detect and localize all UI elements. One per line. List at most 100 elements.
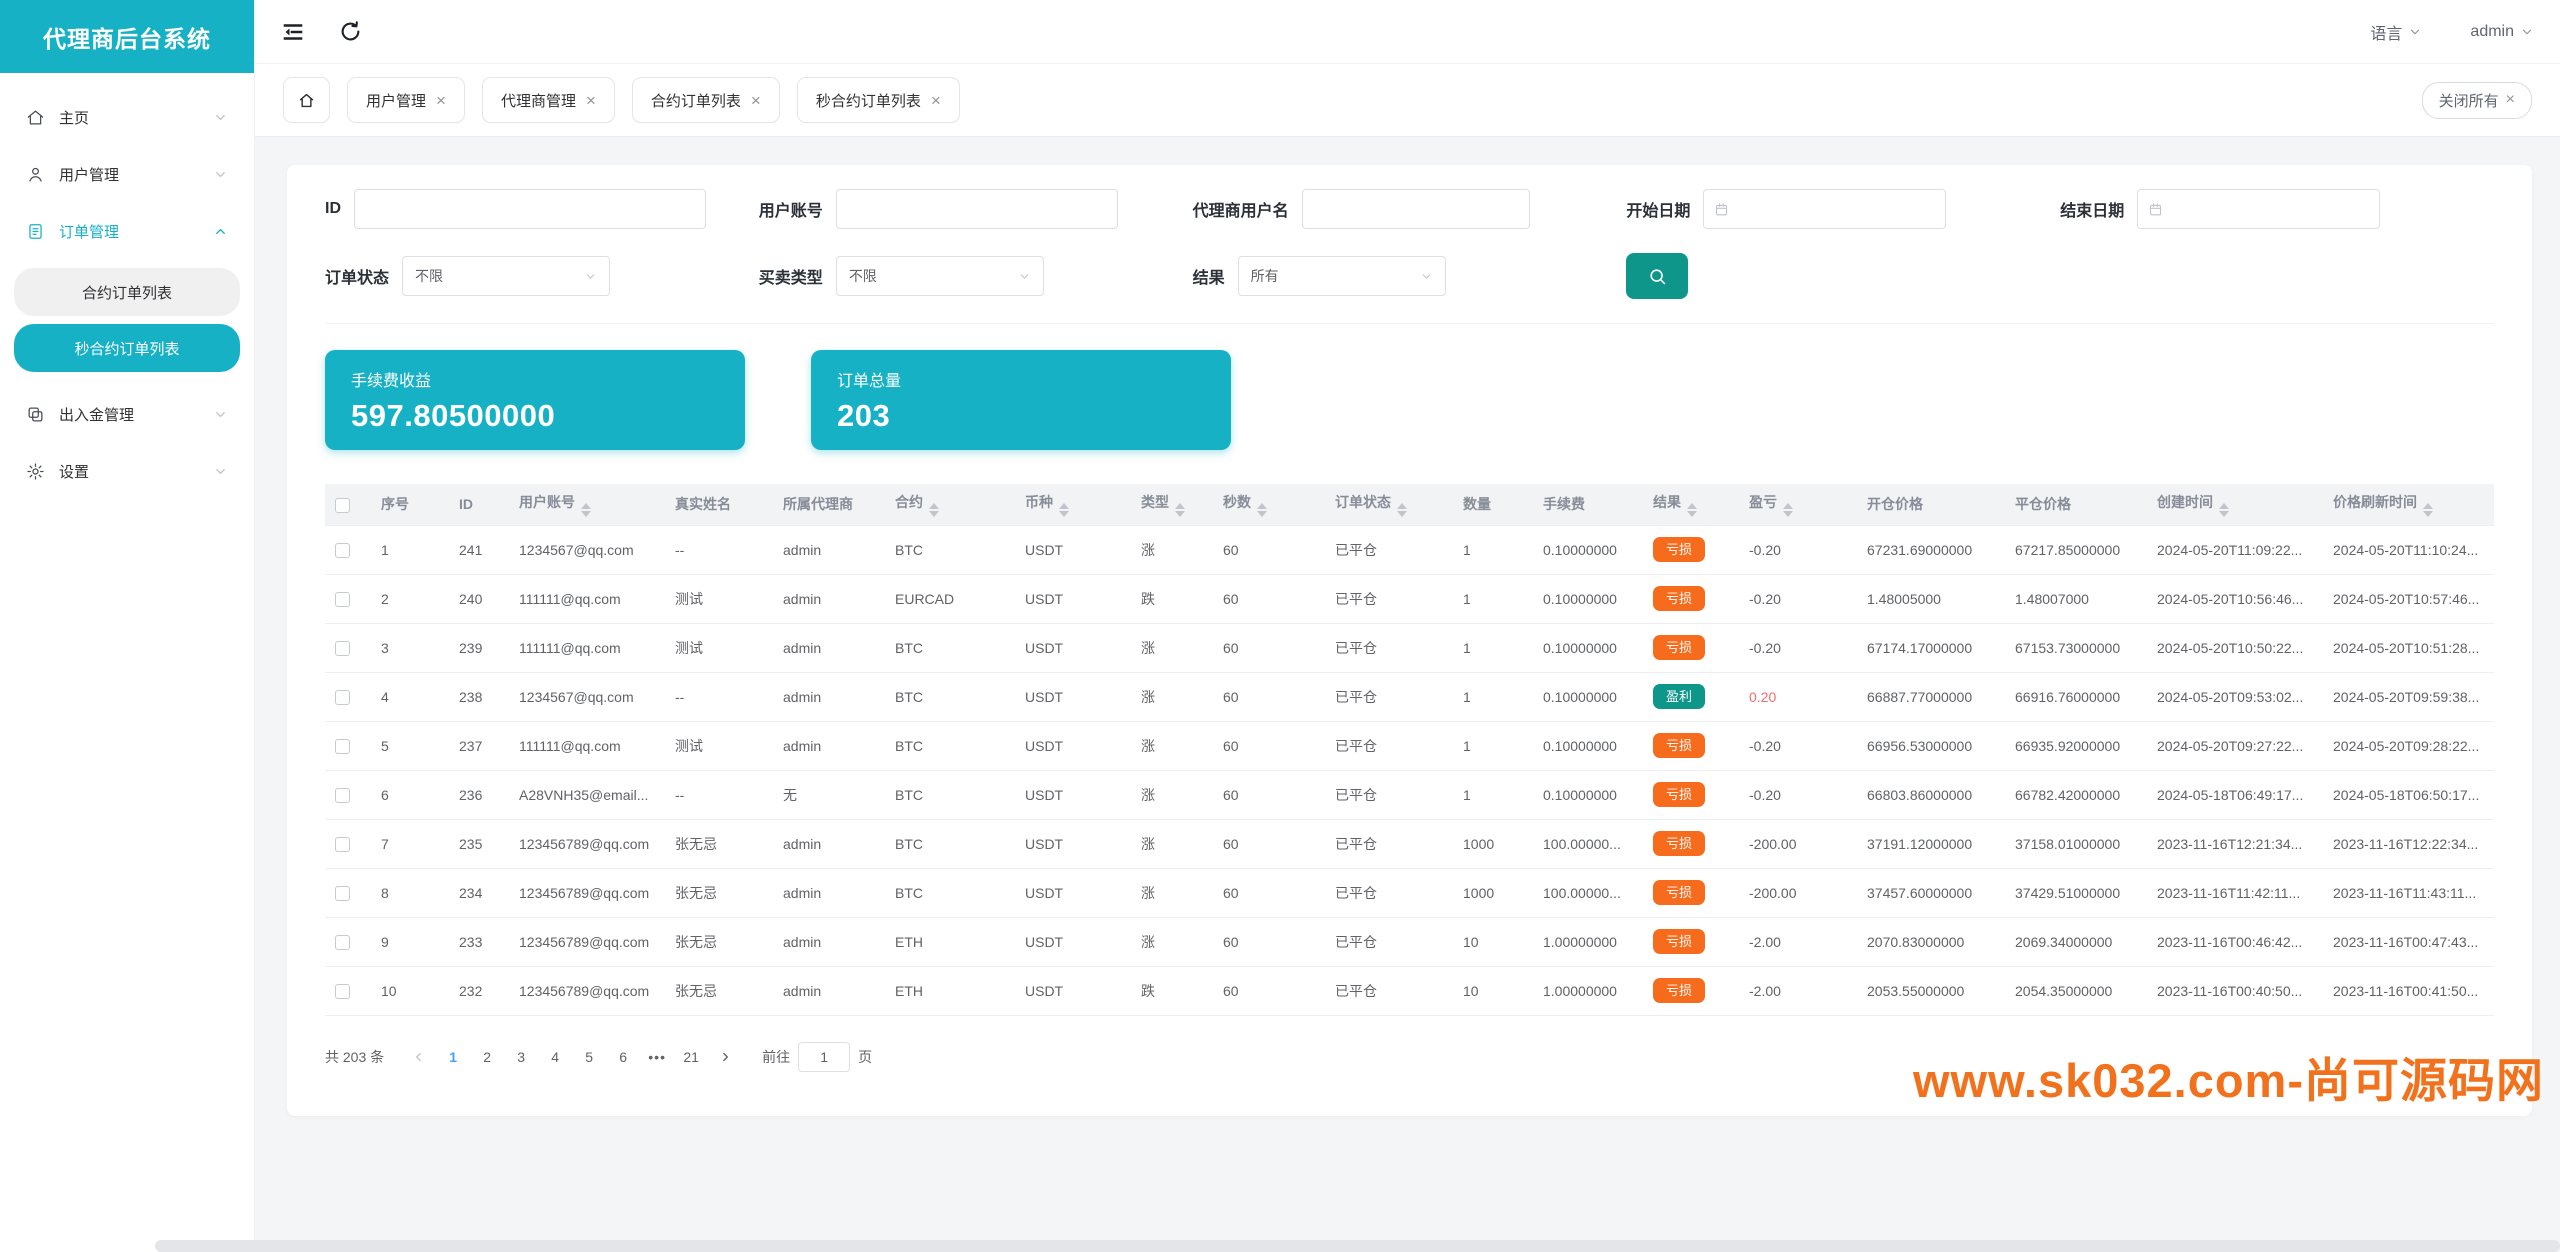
- page-button-5[interactable]: 5: [585, 1048, 594, 1065]
- sort-ascending-icon[interactable]: [1059, 502, 1069, 509]
- row-checkbox[interactable]: [335, 591, 350, 607]
- collapse-sidebar-icon[interactable]: [281, 20, 305, 44]
- column-header-创建时间[interactable]: 创建时间: [2147, 484, 2323, 525]
- page-button-1[interactable]: 1: [449, 1048, 458, 1065]
- column-header-币种[interactable]: 币种: [1015, 484, 1131, 525]
- tab-用户管理[interactable]: 用户管理 ×: [347, 77, 465, 123]
- column-header-订单状态[interactable]: 订单状态: [1325, 484, 1453, 525]
- sort-ascending-icon[interactable]: [1175, 502, 1185, 509]
- sort-descending-icon[interactable]: [1687, 510, 1697, 517]
- order-status-select[interactable]: 不限: [402, 256, 611, 296]
- stat-cards: 手续费收益 597.80500000 订单总量 203: [325, 350, 2494, 450]
- account-input[interactable]: [835, 189, 1118, 229]
- sort-carets-icon[interactable]: [1257, 502, 1267, 517]
- column-header-结果[interactable]: 结果: [1643, 484, 1739, 525]
- trade-type-select[interactable]: 不限: [835, 256, 1044, 296]
- page-button-2[interactable]: 2: [483, 1048, 492, 1065]
- sidebar-item-home[interactable]: 主页: [0, 89, 254, 146]
- sort-ascending-icon[interactable]: [2423, 502, 2433, 509]
- row-checkbox[interactable]: [335, 885, 350, 901]
- agent-input[interactable]: [1301, 189, 1530, 229]
- gear-icon: [26, 462, 45, 481]
- sort-carets-icon[interactable]: [1059, 502, 1069, 517]
- orders-table: 序号 ID 用户账号 真实姓名 所属代理商 合约 币种 类型 秒数 订单状态 数量 手续费 结果 盈亏 开仓…: [325, 484, 2494, 1016]
- horizontal-scrollbar[interactable]: [155, 1240, 2560, 1252]
- sort-descending-icon[interactable]: [1059, 510, 1069, 517]
- sort-carets-icon[interactable]: [1783, 502, 1793, 517]
- row-checkbox[interactable]: [335, 836, 350, 852]
- tab-close-icon[interactable]: ×: [930, 90, 941, 110]
- sort-carets-icon[interactable]: [1397, 502, 1407, 517]
- page-button-3[interactable]: 3: [517, 1048, 526, 1065]
- refresh-icon[interactable]: [339, 20, 363, 44]
- sort-descending-icon[interactable]: [2423, 510, 2433, 517]
- sidebar-item-settings[interactable]: 设置: [0, 443, 254, 500]
- sidebar-subitem-second-contract-orders[interactable]: 秒合约订单列表: [14, 324, 240, 372]
- page-ellipsis[interactable]: •••: [648, 1048, 666, 1065]
- sort-descending-icon[interactable]: [2219, 510, 2229, 517]
- row-checkbox[interactable]: [335, 934, 350, 950]
- sort-carets-icon[interactable]: [1175, 502, 1185, 517]
- close-all-tabs-button[interactable]: 关闭所有 ×: [2421, 81, 2532, 119]
- row-checkbox[interactable]: [335, 689, 350, 705]
- tab-代理商管理[interactable]: 代理商管理 ×: [481, 77, 615, 123]
- result-select[interactable]: 所有: [1237, 256, 1446, 296]
- sort-descending-icon[interactable]: [1257, 510, 1267, 517]
- page-button-6[interactable]: 6: [619, 1048, 628, 1065]
- result-badge: 亏损: [1653, 586, 1706, 611]
- sort-ascending-icon[interactable]: [1687, 502, 1697, 509]
- sort-carets-icon[interactable]: [581, 502, 591, 517]
- sort-ascending-icon[interactable]: [1257, 502, 1267, 509]
- sort-carets-icon[interactable]: [929, 502, 939, 517]
- filter-start-date: 开始日期: [1626, 189, 2060, 229]
- next-page-button[interactable]: [710, 1042, 740, 1072]
- column-header-用户账号[interactable]: 用户账号: [509, 484, 665, 525]
- sidebar-item-order-management[interactable]: 订单管理: [0, 203, 254, 260]
- tab-合约订单列表[interactable]: 合约订单列表 ×: [631, 77, 780, 123]
- sort-carets-icon[interactable]: [1687, 502, 1697, 517]
- column-header-合约[interactable]: 合约: [885, 484, 1015, 525]
- sort-ascending-icon[interactable]: [929, 502, 939, 509]
- page-button-21[interactable]: 21: [683, 1048, 699, 1065]
- sidebar-item-user-management[interactable]: 用户管理: [0, 146, 254, 203]
- sidebar-item-funds-management[interactable]: 出入金管理: [0, 386, 254, 443]
- row-checkbox[interactable]: [335, 787, 350, 803]
- select-all-checkbox[interactable]: [335, 497, 350, 513]
- cell-agent: admin: [773, 672, 885, 722]
- tab-close-icon[interactable]: ×: [585, 90, 596, 110]
- row-checkbox[interactable]: [335, 542, 350, 558]
- page-button-4[interactable]: 4: [551, 1048, 560, 1065]
- row-checkbox[interactable]: [335, 738, 350, 754]
- cell-account: A28VNH35@email...: [509, 770, 665, 820]
- sort-descending-icon[interactable]: [581, 510, 591, 517]
- row-checkbox[interactable]: [335, 640, 350, 656]
- column-header-价格刷新时间[interactable]: 价格刷新时间: [2323, 484, 2494, 525]
- column-header-秒数[interactable]: 秒数: [1213, 484, 1325, 525]
- sort-descending-icon[interactable]: [1783, 510, 1793, 517]
- prev-page-button[interactable]: [404, 1042, 434, 1072]
- sort-descending-icon[interactable]: [1397, 510, 1407, 517]
- sort-ascending-icon[interactable]: [2219, 502, 2229, 509]
- sidebar-subitem-contract-orders[interactable]: 合约订单列表: [14, 268, 240, 316]
- tab-秒合约订单列表[interactable]: 秒合约订单列表 ×: [796, 77, 960, 123]
- sort-descending-icon[interactable]: [929, 510, 939, 517]
- end-date-input[interactable]: [2137, 189, 2381, 229]
- start-date-input[interactable]: [1703, 189, 1947, 229]
- row-checkbox[interactable]: [335, 983, 350, 999]
- sort-descending-icon[interactable]: [1175, 510, 1185, 517]
- tab-home[interactable]: [283, 77, 330, 123]
- column-header-盈亏[interactable]: 盈亏: [1739, 484, 1857, 525]
- sort-ascending-icon[interactable]: [1397, 502, 1407, 509]
- sort-ascending-icon[interactable]: [1783, 502, 1793, 509]
- sort-carets-icon[interactable]: [2219, 502, 2229, 517]
- language-dropdown[interactable]: 语言: [2370, 20, 2422, 44]
- sort-ascending-icon[interactable]: [581, 502, 591, 509]
- goto-page-input[interactable]: [798, 1041, 851, 1072]
- id-input[interactable]: [354, 189, 706, 229]
- tab-close-icon[interactable]: ×: [750, 90, 761, 110]
- tab-close-icon[interactable]: ×: [436, 90, 446, 110]
- search-button[interactable]: [1626, 253, 1689, 299]
- sort-carets-icon[interactable]: [2423, 502, 2433, 517]
- column-header-类型[interactable]: 类型: [1131, 484, 1213, 525]
- user-dropdown[interactable]: admin: [2470, 23, 2534, 41]
